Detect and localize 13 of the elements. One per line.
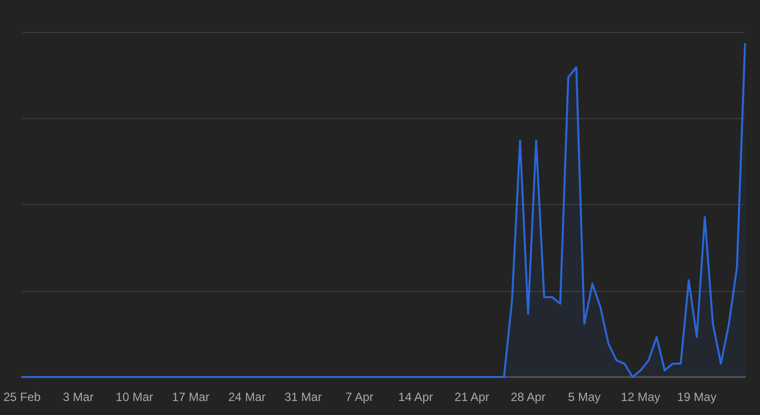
x-tick-label: 31 Mar (284, 390, 322, 404)
x-tick-label: 14 Apr (398, 390, 433, 404)
x-tick-label: 7 Apr (345, 390, 374, 404)
x-tick-label: 5 May (568, 390, 601, 404)
x-tick-label: 21 Apr (454, 390, 490, 404)
x-tick-label: 3 Mar (62, 390, 94, 404)
x-tick-label: 19 May (677, 390, 716, 404)
x-tick-label: 17 Mar (172, 390, 210, 404)
x-tick-label: 10 Mar (116, 390, 154, 404)
x-tick-label: 12 May (620, 390, 660, 404)
x-tick-label: 24 Mar (228, 390, 266, 404)
x-tick-label: 28 Apr (510, 390, 546, 404)
x-tick-label: 25 Feb (3, 390, 42, 404)
